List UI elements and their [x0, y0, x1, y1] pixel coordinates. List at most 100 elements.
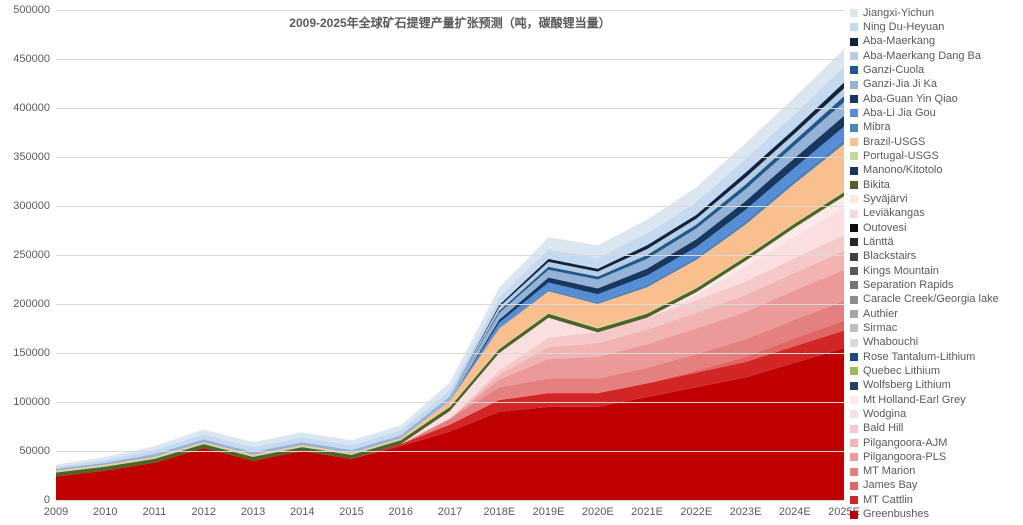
legend-item: Wodgina	[850, 407, 1020, 421]
grid-line	[56, 255, 844, 256]
legend-label: Mt Holland-Earl Grey	[863, 395, 966, 406]
legend-swatch	[850, 310, 858, 318]
legend-label: MT Cattlin	[863, 495, 913, 506]
legend-swatch	[850, 382, 858, 390]
grid-line	[56, 451, 844, 452]
y-tick-label: 350000	[13, 151, 56, 163]
legend-item: Aba-Maerkang	[850, 35, 1020, 49]
legend-label: Aba-Guan Yin Qiao	[863, 94, 958, 105]
legend-item: Blackstairs	[850, 250, 1020, 264]
legend-item: Outovesi	[850, 221, 1020, 235]
legend-swatch	[850, 167, 858, 175]
legend-item: Aba-Li Jia Gou	[850, 106, 1020, 120]
legend-swatch	[850, 38, 858, 46]
legend-item: Greenbushes	[850, 507, 1020, 521]
chart-container: 2009-2025年全球矿石提锂产量扩张预测（吨，碳酸锂当量） 05000010…	[0, 0, 1023, 525]
legend-label: Aba-Li Jia Gou	[863, 108, 936, 119]
legend-item: Jiangxi-Yichun	[850, 6, 1020, 20]
legend-label: Outovesi	[863, 223, 906, 234]
legend-label: Länttä	[863, 237, 894, 248]
legend-swatch	[850, 138, 858, 146]
legend-label: Kings Mountain	[863, 266, 939, 277]
legend-swatch	[850, 195, 858, 203]
legend-label: Brazil-USGS	[863, 137, 925, 148]
legend-label: Portugal-USGS	[863, 151, 939, 162]
legend-item: Syväjärvi	[850, 192, 1020, 206]
x-tick-label: 2014	[290, 500, 314, 518]
legend-swatch	[850, 396, 858, 404]
legend-swatch	[850, 353, 858, 361]
legend-swatch	[850, 210, 858, 218]
legend-item: Bikita	[850, 178, 1020, 192]
x-tick-label: 2010	[93, 500, 117, 518]
y-tick-label: 400000	[13, 102, 56, 114]
legend-label: Caracle Creek/Georgia lake	[863, 294, 999, 305]
legend-item: Bald Hill	[850, 422, 1020, 436]
x-tick-label: 2011	[143, 500, 167, 518]
legend-swatch	[850, 152, 858, 160]
x-tick-label: 2019E	[533, 500, 565, 518]
legend-label: Pilgangoora-PLS	[863, 452, 946, 463]
grid-line	[56, 402, 844, 403]
y-tick-label: 250000	[13, 249, 56, 261]
legend-label: Mibra	[863, 122, 891, 133]
legend-label: Blackstairs	[863, 251, 916, 262]
y-tick-label: 200000	[13, 298, 56, 310]
legend-label: Sirmac	[863, 323, 897, 334]
legend-label: Quebec Lithium	[863, 366, 940, 377]
x-tick-label: 2016	[389, 500, 413, 518]
legend-item: Aba-Guan Yin Qiao	[850, 92, 1020, 106]
legend-label: Ganzi-Cuola	[863, 65, 924, 76]
legend-item: Länttä	[850, 235, 1020, 249]
grid-line	[56, 157, 844, 158]
legend-swatch	[850, 23, 858, 31]
legend-item: MT Marion	[850, 465, 1020, 479]
legend-item: Aba-Maerkang Dang Ba	[850, 49, 1020, 63]
legend-item: Pilgangoora-AJM	[850, 436, 1020, 450]
legend-label: Ning Du-Heyuan	[863, 22, 944, 33]
legend-swatch	[850, 109, 858, 117]
x-tick-label: 2020E	[582, 500, 614, 518]
y-tick-label: 450000	[13, 53, 56, 65]
legend-label: Ganzi-Jia Ji Ka	[863, 79, 937, 90]
plot-area: 2009-2025年全球矿石提锂产量扩张预测（吨，碳酸锂当量） 05000010…	[56, 10, 844, 500]
legend-item: Ning Du-Heyuan	[850, 20, 1020, 34]
legend-label: Rose Tantalum-Lithium	[863, 352, 975, 363]
legend-item: Authier	[850, 307, 1020, 321]
legend: Jiangxi-Yichun Ning Du-Heyuan Aba-Maerkang…	[850, 6, 1020, 522]
grid-line	[56, 108, 844, 109]
y-tick-label: 50000	[19, 445, 56, 457]
legend-label: Bald Hill	[863, 423, 903, 434]
legend-swatch	[850, 52, 858, 60]
legend-swatch	[850, 238, 858, 246]
y-tick-label: 100000	[13, 396, 56, 408]
legend-item: Brazil-USGS	[850, 135, 1020, 149]
legend-swatch	[850, 324, 858, 332]
x-tick-label: 2013	[241, 500, 265, 518]
legend-label: Leviäkangas	[863, 208, 925, 219]
legend-label: Wolfsberg Lithium	[863, 380, 951, 391]
legend-swatch	[850, 425, 858, 433]
legend-label: Aba-Maerkang	[863, 36, 935, 47]
y-tick-label: 500000	[13, 4, 56, 16]
x-tick-label: 2015	[339, 500, 363, 518]
legend-swatch	[850, 281, 858, 289]
legend-item: Wolfsberg Lithium	[850, 379, 1020, 393]
legend-swatch	[850, 181, 858, 189]
legend-item: Sirmac	[850, 321, 1020, 335]
legend-item: Separation Rapids	[850, 278, 1020, 292]
x-tick-label: 2024E	[779, 500, 811, 518]
legend-swatch	[850, 81, 858, 89]
legend-item: Ganzi-Cuola	[850, 63, 1020, 77]
legend-item: Pilgangoora-PLS	[850, 450, 1020, 464]
legend-label: Separation Rapids	[863, 280, 954, 291]
legend-label: Manono/Kitotolo	[863, 165, 943, 176]
legend-label: Syväjärvi	[863, 194, 908, 205]
legend-item: Ganzi-Jia Ji Ka	[850, 78, 1020, 92]
legend-label: Wodgina	[863, 409, 906, 420]
legend-item: James Bay	[850, 479, 1020, 493]
legend-label: Aba-Maerkang Dang Ba	[863, 51, 981, 62]
legend-item: Leviäkangas	[850, 207, 1020, 221]
x-tick-label: 2012	[192, 500, 216, 518]
legend-swatch	[850, 453, 858, 461]
